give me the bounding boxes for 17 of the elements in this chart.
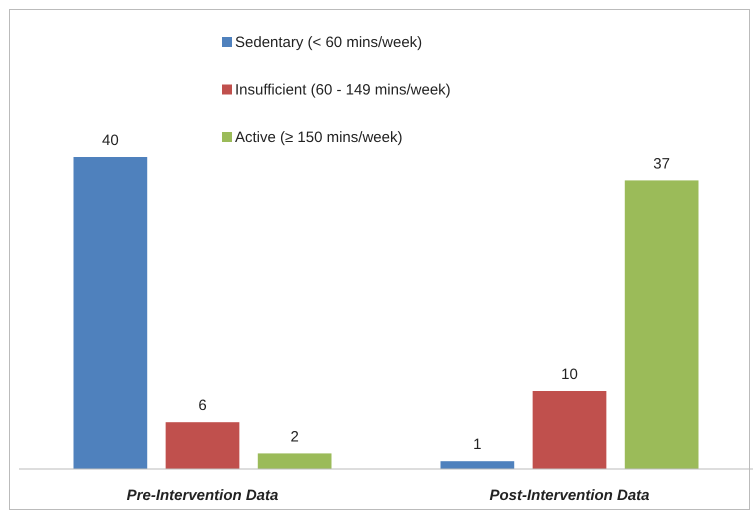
bar — [532, 391, 606, 469]
bar — [624, 180, 698, 469]
legend-label: Active (≥ 150 mins/week) — [235, 129, 402, 146]
legend-label: Sedentary (< 60 mins/week) — [235, 34, 422, 51]
data-label: 2 — [290, 428, 299, 446]
bar — [440, 461, 514, 469]
bar — [258, 453, 332, 469]
legend-label: Insufficient (60 - 149 mins/week) — [235, 82, 451, 98]
data-label: 10 — [561, 366, 578, 383]
data-label: 6 — [198, 397, 207, 414]
data-label: 40 — [102, 132, 119, 149]
bar — [74, 157, 148, 469]
data-label: 37 — [653, 155, 670, 172]
x-tick-label: Pre-Intervention Data — [126, 487, 278, 504]
bar — [166, 422, 240, 469]
x-tick-label: Post-Intervention Data — [489, 487, 650, 504]
data-label: 1 — [473, 436, 482, 454]
